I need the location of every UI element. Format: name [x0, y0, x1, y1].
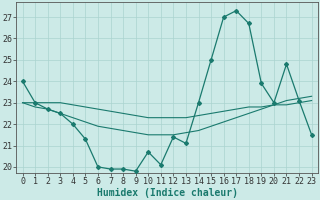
X-axis label: Humidex (Indice chaleur): Humidex (Indice chaleur)	[97, 188, 237, 198]
